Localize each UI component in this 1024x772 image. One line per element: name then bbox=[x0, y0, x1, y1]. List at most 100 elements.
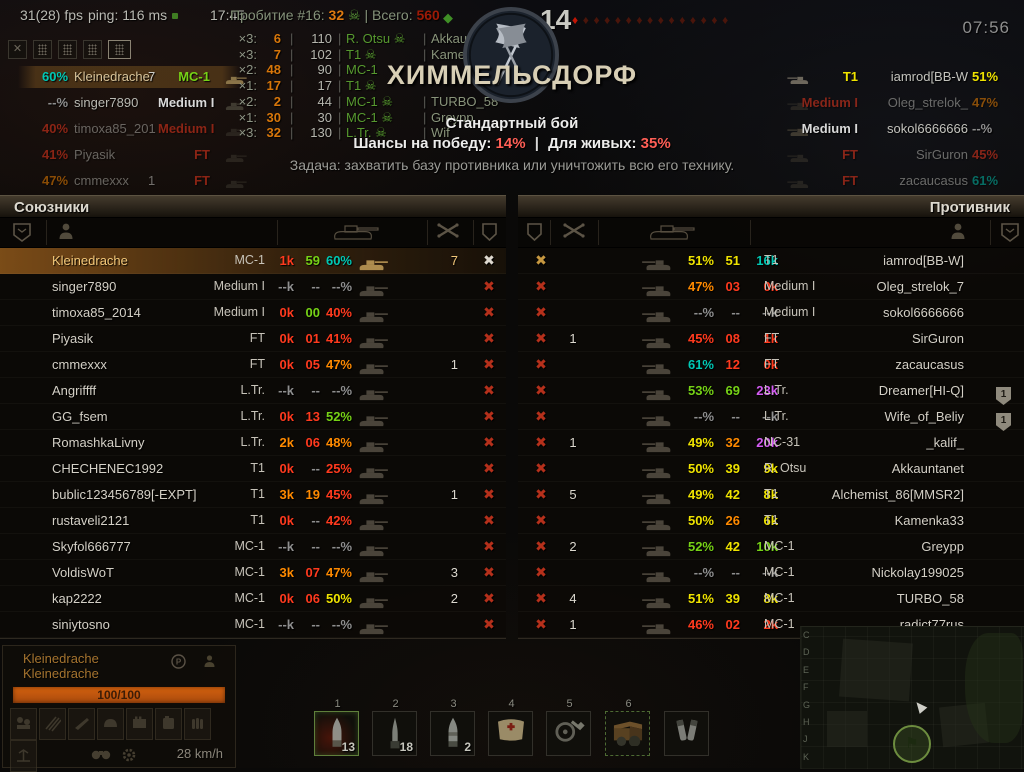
enemy-row[interactable]: ✖ 50% 26 6k T1 Kamenka33 bbox=[518, 508, 1024, 534]
grid-letter: H bbox=[803, 716, 810, 727]
skull-icon: ☠ bbox=[348, 7, 361, 23]
tank-class-icon bbox=[640, 540, 676, 565]
shell-ap-slot[interactable]: 13 bbox=[314, 711, 359, 756]
tank-class-icon bbox=[640, 254, 676, 279]
handbrake-icon: P bbox=[171, 654, 186, 674]
tank-icon bbox=[786, 148, 812, 170]
vehicle-name: FT bbox=[764, 331, 780, 345]
crate-slot[interactable] bbox=[605, 711, 650, 756]
panel-mode-buttons: ✕ bbox=[8, 40, 137, 59]
binocular-tubes-slot[interactable] bbox=[664, 711, 709, 756]
vehicle-name: L.Tr. bbox=[240, 409, 265, 423]
module-engine-icon bbox=[126, 708, 153, 740]
panel-close-button[interactable]: ✕ bbox=[8, 40, 27, 59]
shell-apcr-slot[interactable]: 18 bbox=[372, 711, 417, 756]
ally-panel-row[interactable]: 40% timoxa85_201 Medium I bbox=[18, 118, 247, 140]
tank-class-icon bbox=[354, 488, 390, 513]
shell-ap-icon bbox=[326, 717, 348, 756]
tank-class-icon bbox=[354, 384, 390, 409]
enemy-panel-row[interactable]: Medium I Oleg_strelok_ 47% bbox=[0, 92, 1010, 114]
panel-layout-button[interactable] bbox=[58, 40, 77, 59]
ally-panel-row[interactable]: 41% Piyasik FT bbox=[18, 144, 247, 166]
frags-count: 1 bbox=[450, 357, 458, 372]
player-name: timoxa85_201 bbox=[74, 121, 156, 136]
ally-row[interactable]: cmmexxx FT 0k 05 47% 1 ✖ bbox=[0, 352, 506, 378]
medkit-slot[interactable] bbox=[488, 711, 533, 756]
enemy-row[interactable]: ✖ 61% 12 0k FT zacaucasus bbox=[518, 352, 1024, 378]
binocular-tubes-icon bbox=[673, 719, 701, 752]
column-separator bbox=[427, 220, 428, 245]
tank-class-icon bbox=[354, 280, 390, 305]
enemies-header: Противник bbox=[518, 195, 1024, 218]
vehicle-name: FT bbox=[194, 173, 210, 188]
player-name: TURBO_58 bbox=[896, 591, 964, 606]
enemy-row[interactable]: ✖ 1 49% 32 20k NC-31 _kalif_ bbox=[518, 430, 1024, 456]
enemy-row[interactable]: ✖ 5 49% 42 8k T1 Alchemist_86[MMSR2] bbox=[518, 482, 1024, 508]
ally-row[interactable]: siniytosno MC-1 --k -- --% ✖ bbox=[0, 612, 506, 638]
consumable-slot-wrap bbox=[664, 698, 711, 756]
enemy-row[interactable]: ✖ 4 51% 39 8k MC-1 TURBO_58 bbox=[518, 586, 1024, 612]
tank-icon bbox=[222, 122, 248, 144]
ally-row[interactable]: Piyasik FT 0k 01 41% ✖ bbox=[0, 326, 506, 352]
enemies-table: Противник ✖ 51% 51 16k T1 iamrod[BB-W] ✖ 47% 03 0… bbox=[518, 195, 1024, 639]
enemy-row[interactable]: ✖ 1 45% 08 1k FT SirGuron bbox=[518, 326, 1024, 352]
enemy-row[interactable]: ✖ --% -- --k L.Tr. Wife_of_Beliy 1 bbox=[518, 404, 1024, 431]
player-damage-panel: Kleinedrache Kleinedrache P 100/100 28 k… bbox=[2, 645, 236, 772]
enemy-row[interactable]: ✖ 53% 69 23k L.Tr. Dreamer[HI-Q] 1 bbox=[518, 378, 1024, 405]
enemy-row[interactable]: ✖ 47% 03 0k Medium I Oleg_strelok_7 bbox=[518, 274, 1024, 300]
enemy-panel-row[interactable]: T1 iamrod[BB-W 51% bbox=[0, 66, 1010, 88]
ally-panel-row[interactable]: 47% cmmexxx 1 FT bbox=[18, 170, 247, 192]
battle-type-emblem-icon bbox=[462, 6, 560, 104]
vehicle-name: FT bbox=[194, 147, 210, 162]
frags-count: 2 bbox=[569, 539, 577, 554]
enemy-row[interactable]: ✖ 50% 39 9k R. Otsu Akkauntanet bbox=[518, 456, 1024, 482]
enemy-row[interactable]: ✖ --% -- --k MC-1 Nickolay199025 bbox=[518, 560, 1024, 586]
tank-icon bbox=[786, 122, 812, 144]
ally-row[interactable]: bublic123456789[-EXPT] T1 3k 19 45% 1 ✖ bbox=[0, 482, 506, 508]
ally-row[interactable]: Skyfol666777 MC-1 --k -- --% ✖ bbox=[0, 534, 506, 560]
ally-row[interactable]: timoxa85_2014 Medium I 0k 00 40% ✖ bbox=[0, 300, 506, 326]
ally-row[interactable]: singer7890 Medium I --k -- --% ✖ bbox=[0, 274, 506, 300]
vehicle-name: T1 bbox=[764, 253, 779, 267]
kill-diamond: ♦ bbox=[711, 13, 718, 27]
ally-panel-row[interactable]: --% singer7890 Medium I bbox=[18, 92, 247, 114]
enemy-panel-row[interactable]: FT zacaucasus 61% bbox=[0, 170, 1010, 192]
ally-row[interactable]: CHECHENEC1992 T1 0k -- 25% ✖ bbox=[0, 456, 506, 482]
ally-row[interactable]: kap2222 MC-1 0k 06 50% 2 ✖ bbox=[0, 586, 506, 612]
enemy-panel-row[interactable]: FT SirGuron 45% bbox=[0, 144, 1010, 166]
shell-he-slot[interactable]: 2 bbox=[430, 711, 475, 756]
tank-class-icon bbox=[640, 514, 676, 539]
player-name: sokol6666666 bbox=[887, 121, 968, 136]
allies-table: Союзники Kleinedrache MC-1 1k 59 60% 7 ✖ singer… bbox=[0, 195, 506, 639]
ally-row[interactable]: VoldisWoT MC-1 3k 07 47% 3 ✖ bbox=[0, 560, 506, 586]
panel-layout-button[interactable] bbox=[33, 40, 52, 59]
grid-letter: J bbox=[803, 734, 808, 745]
vehicle-column-icon bbox=[328, 222, 380, 247]
ally-row[interactable]: Kleinedrache MC-1 1k 59 60% 7 ✖ bbox=[0, 248, 506, 274]
grid-letter: C bbox=[803, 630, 810, 640]
enemy-row[interactable]: ✖ 51% 51 16k T1 iamrod[BB-W] bbox=[518, 248, 1024, 274]
repairkit-slot[interactable] bbox=[546, 711, 591, 756]
ally-panel-row[interactable]: 60% Kleinedrache 7 MC-1 bbox=[18, 66, 247, 88]
ping-counter: ping: 116 ms bbox=[88, 7, 168, 23]
chance-label: Шансы на победу: bbox=[353, 135, 492, 152]
grid-letter: F bbox=[803, 682, 809, 693]
ally-row[interactable]: GG_fsem L.Tr. 0k 13 52% ✖ bbox=[0, 404, 506, 430]
vehicle-name: MC-1 bbox=[234, 253, 265, 267]
panel-layout-button[interactable] bbox=[108, 40, 131, 59]
tank-class-icon bbox=[640, 592, 676, 617]
panel-layout-button[interactable] bbox=[83, 40, 102, 59]
enemy-row[interactable]: ✖ 2 52% 42 10k MC-1 Greypp bbox=[518, 534, 1024, 560]
skull-icon: ☠ bbox=[393, 31, 406, 46]
tank-class-icon bbox=[354, 540, 390, 565]
ally-row[interactable]: RomashkaLivny L.Tr. 2k 06 48% ✖ bbox=[0, 430, 506, 456]
allies-header: Союзники bbox=[0, 195, 506, 218]
ally-row[interactable]: Angriffff L.Tr. --k -- --% ✖ bbox=[0, 378, 506, 404]
ally-row[interactable]: rustaveli2121 T1 0k -- 42% ✖ bbox=[0, 508, 506, 534]
chance-value: 14% bbox=[495, 135, 526, 152]
player-name: siniytosno bbox=[52, 617, 110, 632]
